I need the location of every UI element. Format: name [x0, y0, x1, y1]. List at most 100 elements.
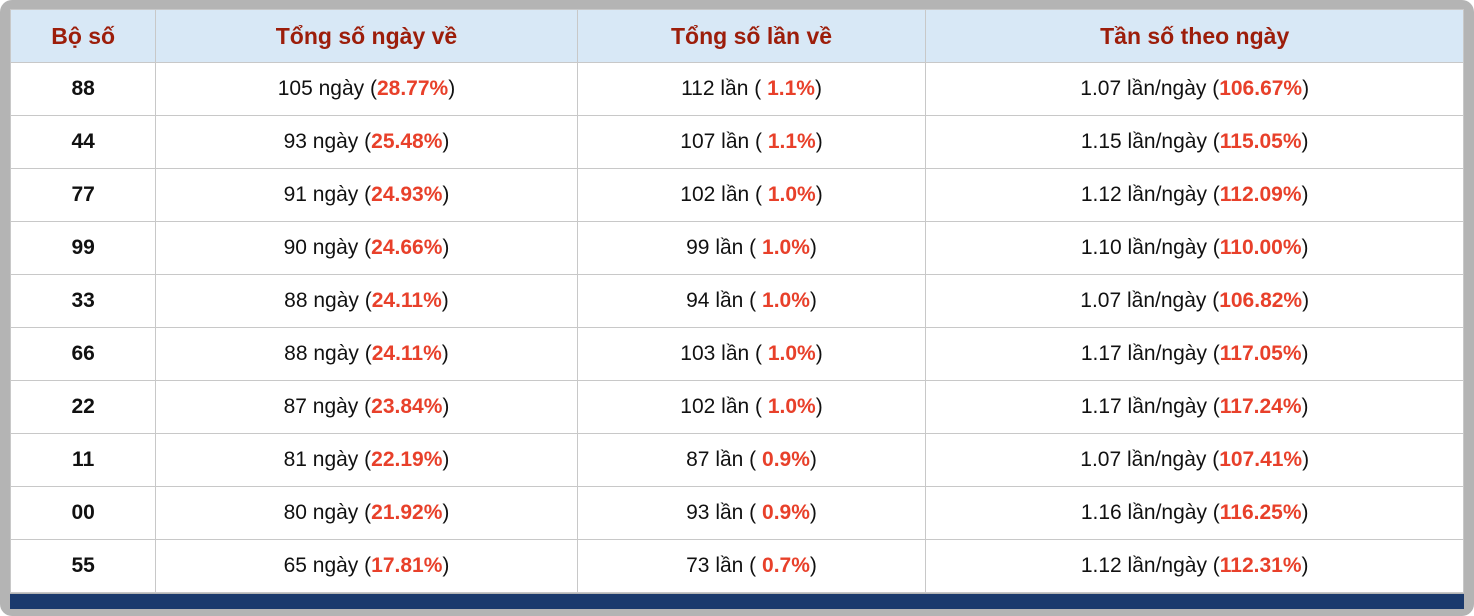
freq-cell: 1.15 lần/ngày (115.05%) — [925, 115, 1464, 169]
pair-value: 88 — [71, 77, 95, 100]
times-value: 102 lần — [680, 395, 750, 418]
header-freq: Tần số theo ngày — [925, 9, 1464, 63]
times-value: 94 lần — [686, 289, 744, 312]
days-percent: 23.84% — [371, 395, 443, 418]
days-percent: 21.92% — [371, 501, 443, 524]
freq-value: 1.15 lần/ngày — [1080, 130, 1207, 153]
freq-value: 1.12 lần/ngày — [1080, 183, 1207, 206]
freq-value: 1.16 lần/ngày — [1080, 501, 1207, 524]
days-value: 65 ngày — [283, 554, 359, 577]
days-value: 80 ngày — [283, 501, 359, 524]
pair-value: 44 — [71, 130, 95, 153]
table-body: 88 105 ngày (28.77%) 112 lần ( 1.1%) 1.07 l… — [9, 62, 1464, 593]
days-value: 88 ngày — [284, 342, 359, 365]
freq-percent: 106.67% — [1219, 77, 1303, 100]
times-cell: 103 lần ( 1.0%) — [576, 327, 927, 381]
days-value: 81 ngày — [283, 448, 359, 471]
days-value: 93 ngày — [283, 130, 359, 153]
freq-value: 1.17 lần/ngày — [1080, 395, 1207, 418]
pair-cell: 22 — [9, 380, 157, 434]
pair-cell: 11 — [9, 433, 157, 487]
pair-cell: 77 — [9, 168, 157, 222]
days-cell: 81 ngày (22.19%) — [155, 433, 578, 487]
freq-cell: 1.07 lần/ngày (106.67%) — [925, 62, 1464, 116]
pair-frequency-table: Bộ số Tổng số ngày về Tổng số lần về Tần… — [9, 9, 1464, 593]
days-percent: 17.81% — [371, 554, 443, 577]
table-row: 99 90 ngày (24.66%) 99 lần ( 1.0%) 1.10 lần… — [9, 221, 1464, 275]
times-cell: 102 lần ( 1.0%) — [576, 168, 927, 222]
times-cell: 99 lần ( 1.0%) — [576, 221, 927, 275]
pair-value: 77 — [71, 183, 95, 206]
freq-value: 1.17 lần/ngày — [1080, 342, 1207, 365]
times-percent: 1.0% — [767, 183, 816, 206]
times-cell: 73 lần ( 0.7%) — [576, 539, 927, 593]
table-row: 88 105 ngày (28.77%) 112 lần ( 1.1%) 1.07 l… — [9, 62, 1464, 116]
header-pair: Bộ số — [9, 9, 157, 63]
freq-percent: 115.05% — [1219, 130, 1302, 153]
freq-cell: 1.07 lần/ngày (106.82%) — [925, 274, 1464, 328]
pair-cell: 66 — [9, 327, 157, 381]
days-percent: 22.19% — [371, 448, 443, 471]
days-cell: 105 ngày (28.77%) — [155, 62, 578, 116]
footer-bar — [10, 594, 1464, 609]
times-percent: 1.0% — [762, 236, 810, 259]
times-percent: 0.7% — [762, 554, 810, 577]
days-percent: 24.93% — [371, 183, 443, 206]
freq-percent: 110.00% — [1219, 236, 1302, 259]
days-percent: 24.11% — [371, 289, 442, 312]
times-value: 112 lần — [681, 77, 749, 100]
times-percent: 1.1% — [767, 130, 816, 153]
times-percent: 1.0% — [767, 342, 816, 365]
table-row: 66 88 ngày (24.11%) 103 lần ( 1.0%) 1.17 lầ… — [9, 327, 1464, 381]
pair-value: 66 — [71, 342, 95, 365]
freq-cell: 1.07 lần/ngày (107.41%) — [925, 433, 1464, 487]
freq-value: 1.12 lần/ngày — [1080, 554, 1207, 577]
pair-value: 99 — [71, 236, 95, 259]
freq-percent: 106.82% — [1219, 289, 1303, 312]
days-cell: 88 ngày (24.11%) — [155, 274, 578, 328]
table-row: 44 93 ngày (25.48%) 107 lần ( 1.1%) 1.15 lầ… — [9, 115, 1464, 169]
times-cell: 102 lần ( 1.0%) — [576, 380, 927, 434]
freq-percent: 107.41% — [1219, 448, 1303, 471]
days-value: 88 ngày — [284, 289, 359, 312]
days-percent: 28.77% — [376, 77, 449, 100]
times-value: 107 lần — [680, 130, 750, 153]
table-row: 22 87 ngày (23.84%) 102 lần ( 1.0%) 1.17 lầ… — [9, 380, 1464, 434]
days-cell: 88 ngày (24.11%) — [155, 327, 578, 381]
days-value: 90 ngày — [283, 236, 359, 259]
table-row: 11 81 ngày (22.19%) 87 lần ( 0.9%) 1.07 lần… — [9, 433, 1464, 487]
pair-value: 11 — [72, 448, 95, 471]
times-cell: 112 lần ( 1.1%) — [576, 62, 927, 116]
times-value: 102 lần — [680, 183, 750, 206]
pair-cell: 33 — [9, 274, 157, 328]
pair-value: 00 — [71, 501, 95, 524]
freq-cell: 1.17 lần/ngày (117.05%) — [925, 327, 1464, 381]
pair-cell: 44 — [9, 115, 157, 169]
freq-percent: 117.24% — [1219, 395, 1302, 418]
days-percent: 24.66% — [371, 236, 443, 259]
header-row: Bộ số Tổng số ngày về Tổng số lần về Tần… — [9, 9, 1464, 63]
times-percent: 0.9% — [762, 448, 810, 471]
pair-cell: 99 — [9, 221, 157, 275]
header-times: Tổng số lần về — [576, 9, 927, 63]
days-value: 87 ngày — [283, 395, 359, 418]
times-percent: 1.0% — [762, 289, 810, 312]
freq-percent: 112.31% — [1219, 554, 1302, 577]
times-value: 103 lần — [680, 342, 750, 365]
times-cell: 87 lần ( 0.9%) — [576, 433, 927, 487]
freq-percent: 116.25% — [1219, 501, 1302, 524]
days-value: 91 ngày — [283, 183, 359, 206]
times-value: 99 lần — [686, 236, 744, 259]
days-value: 105 ngày — [277, 77, 365, 100]
times-value: 73 lần — [686, 554, 744, 577]
freq-cell: 1.10 lần/ngày (110.00%) — [925, 221, 1464, 275]
days-cell: 91 ngày (24.93%) — [155, 168, 578, 222]
freq-percent: 112.09% — [1219, 183, 1302, 206]
days-percent: 25.48% — [371, 130, 443, 153]
freq-cell: 1.17 lần/ngày (117.24%) — [925, 380, 1464, 434]
table-head: Bộ số Tổng số ngày về Tổng số lần về Tần… — [9, 9, 1464, 63]
table-row: 00 80 ngày (21.92%) 93 lần ( 0.9%) 1.16 lần… — [9, 486, 1464, 540]
header-days: Tổng số ngày về — [155, 9, 578, 63]
times-percent: 1.0% — [767, 395, 816, 418]
times-percent: 0.9% — [762, 501, 810, 524]
